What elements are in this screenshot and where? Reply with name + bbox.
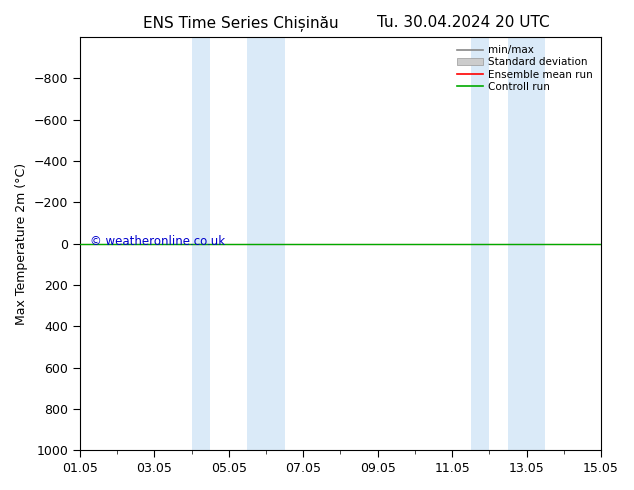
Y-axis label: Max Temperature 2m (°C): Max Temperature 2m (°C) xyxy=(15,163,28,325)
Legend: min/max, Standard deviation, Ensemble mean run, Controll run: min/max, Standard deviation, Ensemble me… xyxy=(453,42,596,95)
Bar xyxy=(247,37,285,450)
Text: Tu. 30.04.2024 20 UTC: Tu. 30.04.2024 20 UTC xyxy=(377,15,549,30)
Bar xyxy=(508,37,545,450)
Bar xyxy=(191,37,210,450)
Bar xyxy=(471,37,489,450)
Text: © weatheronline.co.uk: © weatheronline.co.uk xyxy=(90,235,226,248)
Text: ENS Time Series Chișinău: ENS Time Series Chișinău xyxy=(143,15,339,30)
